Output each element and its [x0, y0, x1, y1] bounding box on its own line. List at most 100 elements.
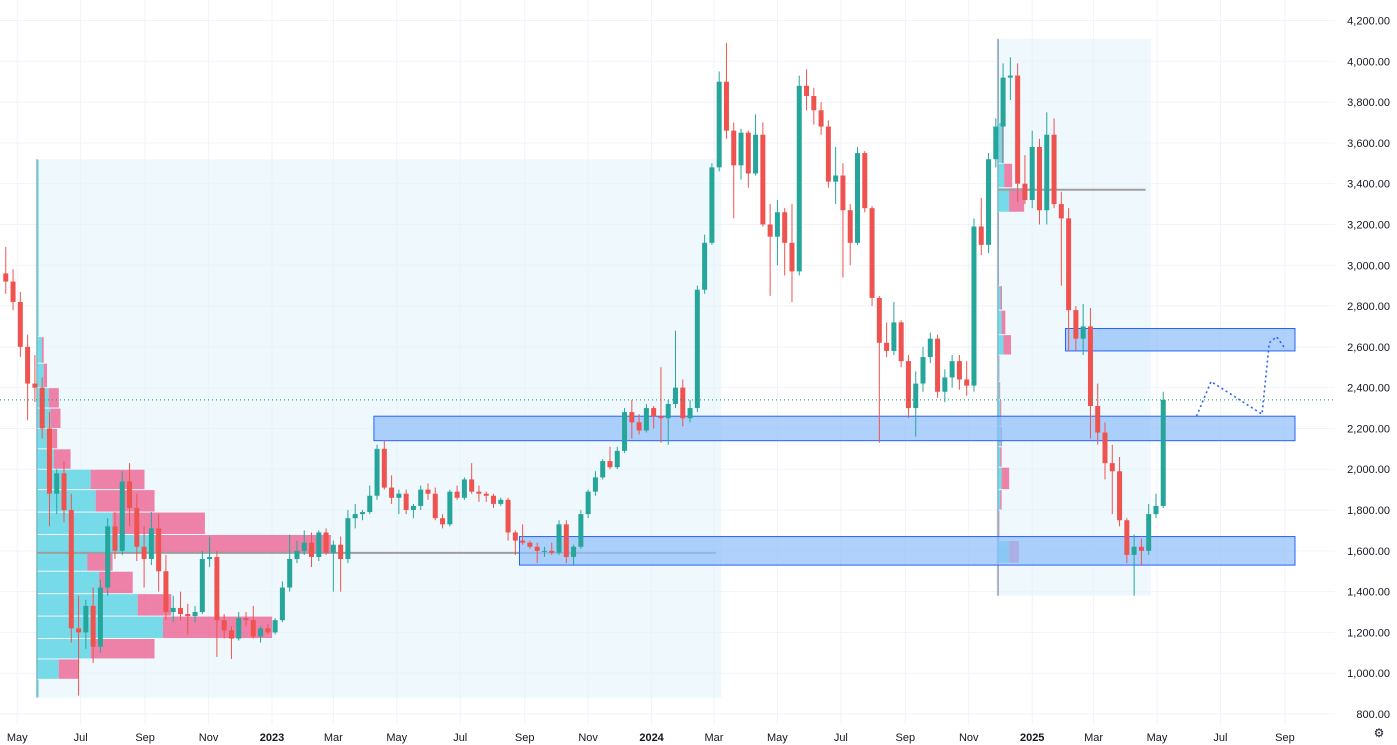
candle-down[interactable] — [381, 448, 387, 488]
candle-down[interactable] — [658, 416, 664, 419]
candle-up[interactable] — [600, 461, 606, 478]
candle-down[interactable] — [636, 422, 642, 431]
candle-up[interactable] — [236, 618, 242, 639]
candle-up[interactable] — [614, 450, 620, 468]
candle-up[interactable] — [461, 479, 467, 498]
candle-down[interactable] — [782, 212, 788, 243]
candle-down[interactable] — [818, 110, 824, 127]
candle-down[interactable] — [884, 342, 890, 351]
candle-up[interactable] — [330, 544, 336, 553]
candle-down[interactable] — [141, 546, 147, 559]
candle-down[interactable] — [17, 301, 23, 347]
candle-up[interactable] — [913, 383, 919, 409]
candlestick-series[interactable] — [3, 42, 1166, 696]
candle-up[interactable] — [367, 495, 373, 513]
candle-up[interactable] — [54, 473, 60, 494]
candle-down[interactable] — [825, 126, 831, 182]
candle-down[interactable] — [1095, 406, 1101, 433]
candle-down[interactable] — [978, 226, 984, 245]
candle-down[interactable] — [1138, 546, 1144, 551]
candle-down[interactable] — [228, 630, 234, 639]
candle-up[interactable] — [673, 387, 679, 404]
candle-down[interactable] — [46, 428, 52, 494]
candle-up[interactable] — [294, 550, 300, 559]
candle-down[interactable] — [1073, 310, 1079, 339]
candle-down[interactable] — [127, 481, 133, 508]
candle-up[interactable] — [891, 322, 897, 351]
candle-down[interactable] — [389, 487, 395, 498]
candle-up[interactable] — [279, 587, 285, 621]
candle-up[interactable] — [199, 558, 205, 613]
candle-up[interactable] — [498, 499, 504, 504]
candle-down[interactable] — [651, 408, 657, 417]
candle-up[interactable] — [986, 159, 992, 245]
candle-up[interactable] — [352, 514, 358, 519]
candle-up[interactable] — [738, 132, 744, 166]
candle-down[interactable] — [956, 361, 962, 380]
candle-down[interactable] — [1087, 326, 1093, 407]
candle-down[interactable] — [469, 479, 475, 492]
candle-up[interactable] — [192, 612, 198, 617]
candle-up[interactable] — [148, 528, 154, 559]
candle-up[interactable] — [920, 357, 926, 384]
candle-up[interactable] — [447, 491, 453, 525]
candle-up[interactable] — [687, 408, 693, 419]
candle-down[interactable] — [134, 507, 140, 547]
candle-down[interactable] — [177, 607, 183, 615]
candle-up[interactable] — [345, 518, 351, 559]
price-axis[interactable]: 800.00 1,000.00 1,200.00 1,400.00 1,600.00 1,… — [1347, 16, 1390, 722]
candle-up[interactable] — [119, 481, 125, 551]
candle-down[interactable] — [527, 542, 533, 547]
candle-up[interactable] — [854, 153, 860, 243]
candle-up[interactable] — [702, 242, 708, 290]
candle-down[interactable] — [1066, 218, 1072, 311]
candle-down[interactable] — [61, 473, 67, 511]
candle-down[interactable] — [745, 132, 751, 174]
candle-down[interactable] — [1058, 204, 1064, 219]
candle-up[interactable] — [927, 338, 933, 358]
candle-down[interactable] — [1109, 463, 1115, 472]
candle-up[interactable] — [622, 412, 628, 451]
candle-down[interactable] — [214, 556, 220, 621]
candle-up[interactable] — [774, 212, 780, 237]
candle-up[interactable] — [694, 289, 700, 409]
candle-down[interactable] — [869, 208, 875, 298]
candle-down[interactable] — [432, 493, 438, 519]
candle-down[interactable] — [309, 542, 315, 557]
candle-up[interactable] — [301, 542, 307, 551]
candle-down[interactable] — [32, 383, 38, 388]
candle-up[interactable] — [571, 546, 577, 557]
candle-up[interactable] — [418, 489, 424, 506]
candle-down[interactable] — [112, 526, 118, 551]
candle-down[interactable] — [607, 461, 613, 468]
candle-up[interactable] — [396, 493, 402, 498]
candle-down[interactable] — [905, 361, 911, 409]
candle-down[interactable] — [1117, 471, 1123, 521]
candle-up[interactable] — [1080, 326, 1086, 339]
candle-down[interactable] — [563, 524, 569, 557]
candle-up[interactable] — [207, 556, 213, 559]
candle-up[interactable] — [1007, 75, 1013, 78]
candle-down[interactable] — [491, 495, 497, 504]
candle-down[interactable] — [156, 528, 162, 572]
candle-up[interactable] — [971, 226, 977, 386]
candle-down[interactable] — [520, 540, 526, 543]
candle-up[interactable] — [287, 558, 293, 588]
candle-up[interactable] — [709, 167, 715, 243]
candle-up[interactable] — [1000, 77, 1006, 127]
candle-down[interactable] — [935, 338, 941, 392]
candle-down[interactable] — [39, 387, 45, 429]
candle-down[interactable] — [338, 544, 344, 559]
price-zone-rectangle[interactable] — [519, 536, 1296, 566]
candle-up[interactable] — [716, 81, 722, 168]
settings-gear-icon[interactable]: ⚙ — [1373, 726, 1385, 740]
candle-up[interactable] — [949, 361, 955, 378]
candle-up[interactable] — [97, 587, 103, 647]
candle-down[interactable] — [250, 620, 256, 637]
candle-up[interactable] — [1029, 146, 1035, 200]
candle-up[interactable] — [1160, 399, 1166, 506]
candle-up[interactable] — [258, 628, 264, 637]
candle-down[interactable] — [1124, 520, 1130, 555]
candle-down[interactable] — [1102, 432, 1108, 464]
